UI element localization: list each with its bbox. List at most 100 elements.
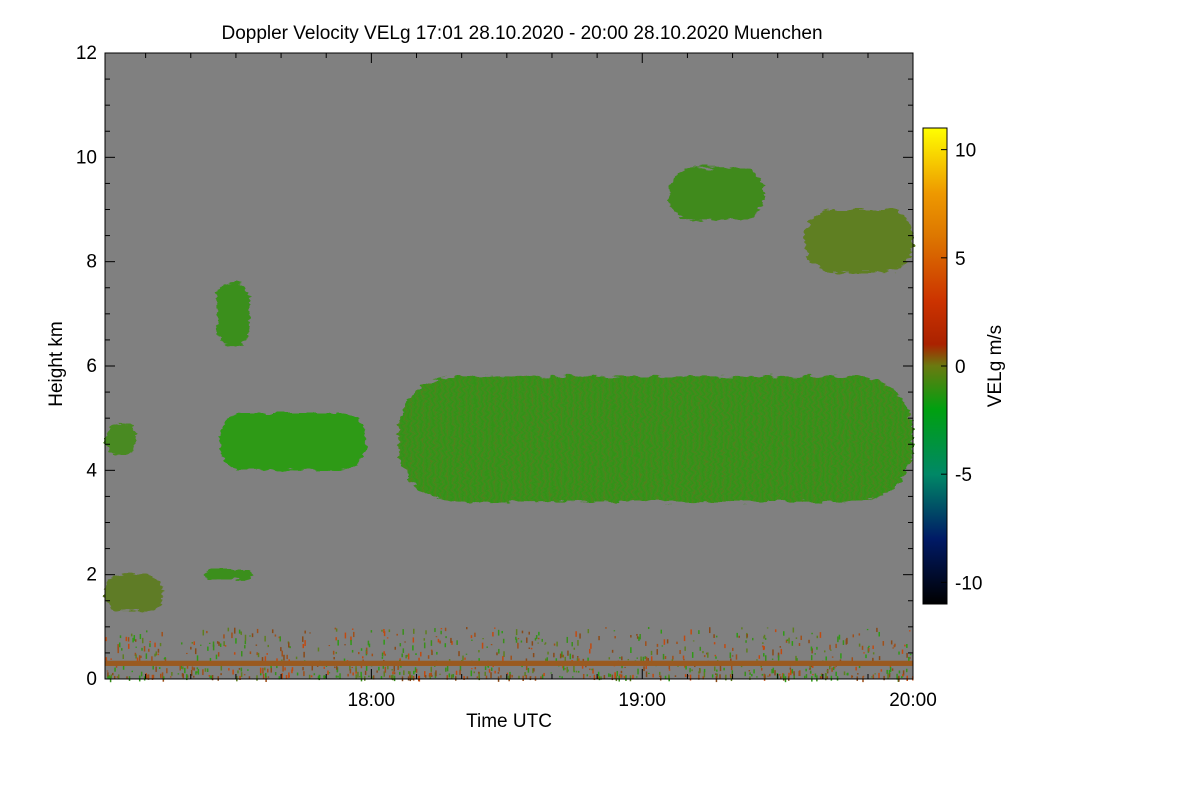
clutter-speck	[835, 643, 837, 649]
clutter-speck	[886, 669, 888, 674]
clutter-speck	[235, 638, 237, 644]
clutter-speck	[434, 665, 436, 667]
clutter-speck	[384, 653, 386, 656]
clutter-speck	[559, 675, 561, 678]
clutter-speck	[271, 629, 274, 634]
clutter-speck	[579, 633, 581, 639]
clutter-speck	[182, 666, 184, 670]
clutter-speck	[231, 632, 233, 639]
region-upper-cloud-east	[804, 209, 913, 273]
clutter-speck	[597, 671, 600, 677]
clutter-speck	[288, 642, 290, 648]
clutter-speck	[289, 646, 291, 649]
clutter-speck	[862, 675, 865, 677]
boundary-layer-clutter	[105, 626, 914, 683]
clutter-speck	[274, 634, 277, 637]
clutter-speck	[304, 640, 306, 647]
clutter-speck	[232, 669, 234, 675]
clutter-speck	[215, 654, 218, 660]
region-isolated-cell	[216, 282, 250, 346]
clutter-speck	[430, 649, 433, 652]
clutter-speck	[906, 652, 908, 658]
clutter-speck	[249, 651, 252, 655]
clutter-speck	[424, 675, 427, 678]
clutter-speck	[383, 639, 385, 645]
x-tick-label: 20:00	[889, 690, 937, 711]
clutter-speck	[546, 657, 549, 663]
clutter-speck	[490, 667, 493, 671]
clutter-speck	[659, 675, 662, 681]
clutter-speck	[403, 670, 405, 676]
clutter-speck	[541, 674, 544, 679]
clutter-speck	[756, 659, 758, 661]
clutter-speck	[496, 652, 498, 656]
clutter-speck	[411, 675, 413, 680]
clutter-speck	[444, 627, 447, 632]
clutter-speck	[149, 643, 151, 648]
clutter-speck	[328, 672, 331, 674]
clutter-speck	[791, 641, 794, 646]
clutter-speck	[779, 674, 781, 676]
clutter-speck	[313, 673, 316, 676]
clutter-speck	[256, 628, 259, 634]
clutter-speck	[429, 675, 432, 680]
clutter-speck	[476, 676, 479, 679]
clutter-speck	[383, 671, 386, 677]
clutter-speck	[517, 638, 520, 640]
clutter-speck	[133, 635, 136, 641]
clutter-speck	[283, 654, 285, 661]
clutter-speck	[510, 655, 512, 660]
clutter-speck	[456, 640, 458, 645]
clutter-speck	[532, 668, 534, 674]
clutter-speck	[647, 626, 650, 630]
region-texture	[398, 376, 913, 502]
clutter-speck	[706, 652, 708, 655]
clutter-speck	[908, 656, 910, 662]
region-low-cloud-patch	[206, 569, 253, 580]
clutter-speck	[414, 667, 417, 673]
clutter-speck	[682, 655, 685, 659]
clutter-speck	[703, 671, 706, 678]
clutter-speck	[304, 630, 306, 634]
clutter-speck	[212, 644, 215, 651]
clutter-speck	[261, 657, 264, 662]
clutter-speck	[216, 641, 219, 644]
clutter-speck	[825, 656, 827, 661]
clutter-speck	[152, 674, 155, 679]
clutter-speck	[699, 668, 701, 672]
clutter-speck	[765, 655, 767, 662]
clutter-speck	[462, 655, 464, 661]
clutter-speck	[478, 671, 480, 674]
clutter-speck	[240, 631, 242, 635]
clutter-speck	[698, 630, 700, 634]
clutter-speck	[526, 637, 528, 643]
clutter-speck	[876, 627, 878, 632]
clutter-speck	[811, 632, 813, 635]
clutter-speck	[592, 668, 594, 674]
clutter-speck	[906, 675, 908, 681]
clutter-speck	[145, 653, 148, 659]
clutter-speck	[575, 631, 577, 637]
clutter-speck	[748, 670, 751, 672]
clutter-speck	[676, 641, 678, 645]
clutter-speck	[490, 643, 493, 646]
clutter-speck	[638, 636, 640, 642]
clutter-speck	[762, 642, 764, 644]
clutter-speck	[707, 652, 709, 658]
clutter-speck	[284, 667, 286, 671]
clutter-speck	[611, 649, 614, 653]
clutter-speck	[224, 645, 227, 647]
clutter-speck	[396, 633, 398, 636]
clutter-speck	[867, 647, 870, 652]
clutter-speck	[125, 636, 128, 642]
clutter-speck	[587, 657, 589, 662]
clutter-speck	[730, 658, 732, 663]
clutter-speck	[407, 676, 410, 681]
clutter-speck	[613, 630, 616, 632]
clutter-speck	[901, 649, 904, 654]
clutter-speck	[751, 674, 753, 677]
clutter-speck	[736, 632, 738, 638]
region-low-cloud	[105, 574, 163, 612]
clutter-speck	[296, 672, 299, 676]
